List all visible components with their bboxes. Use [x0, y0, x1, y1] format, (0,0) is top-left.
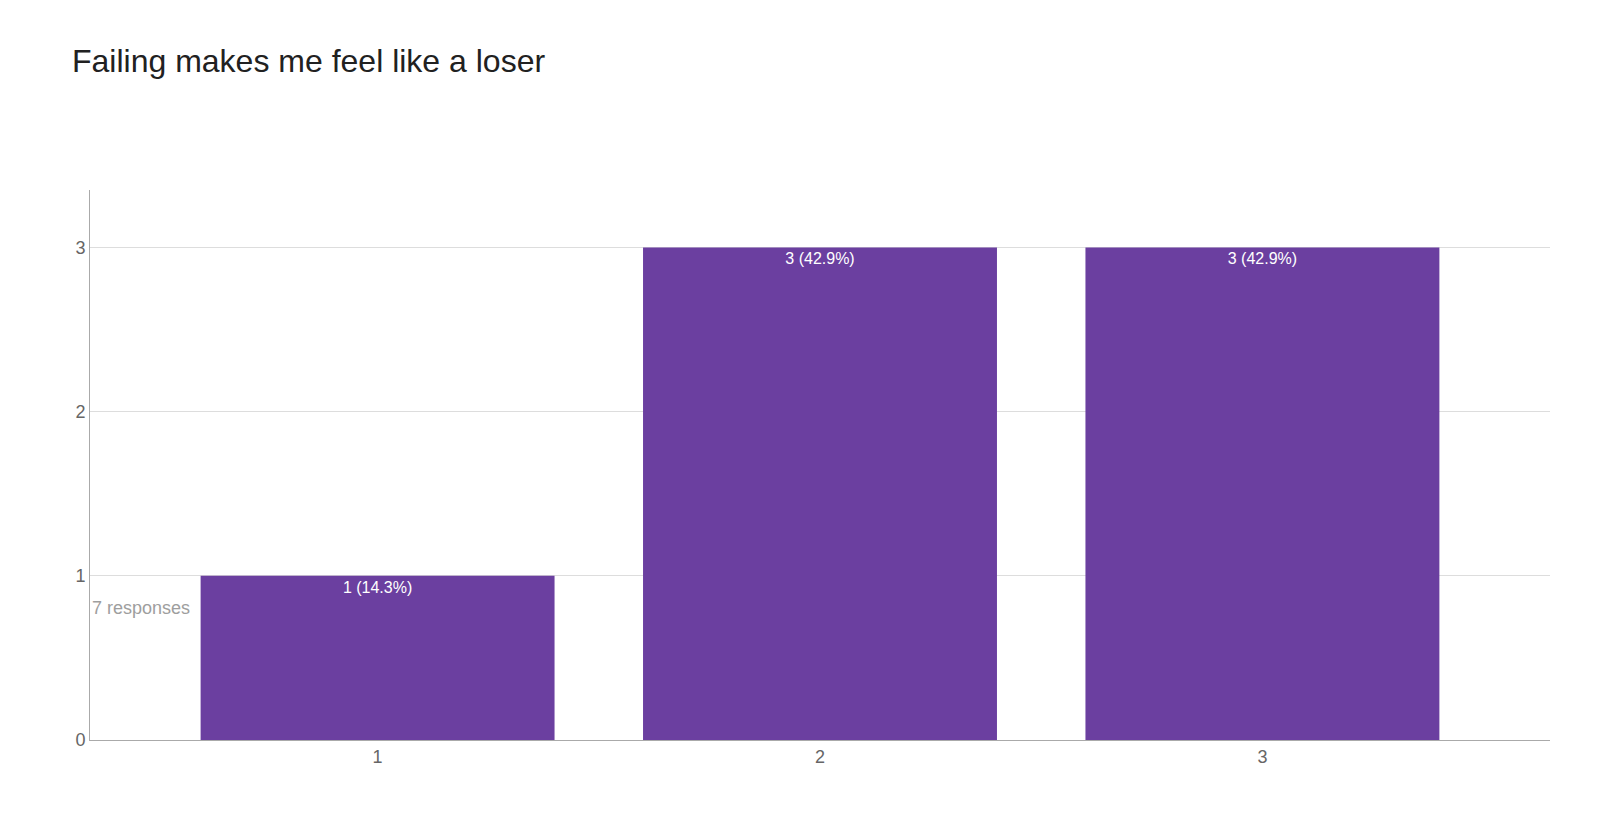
svg-text:7 responses: 7 responses [92, 598, 190, 618]
svg-text:3: 3 [75, 238, 85, 258]
svg-text:3 (42.9%): 3 (42.9%) [1228, 250, 1297, 267]
svg-text:3 (42.9%): 3 (42.9%) [785, 250, 854, 267]
svg-text:3: 3 [1257, 747, 1267, 767]
svg-text:2: 2 [815, 747, 825, 767]
svg-text:1: 1 [75, 566, 85, 586]
svg-text:2: 2 [75, 402, 85, 422]
svg-text:1: 1 [373, 747, 383, 767]
svg-text:0: 0 [75, 730, 85, 750]
svg-text:1 (14.3%): 1 (14.3%) [343, 579, 412, 596]
svg-text:Failing makes me feel like a l: Failing makes me feel like a loser [72, 43, 545, 79]
